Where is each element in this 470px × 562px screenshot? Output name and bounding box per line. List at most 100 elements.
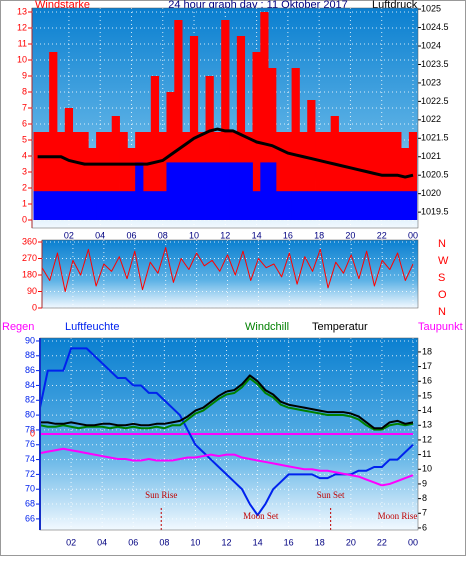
wind-bar [174, 162, 183, 220]
wind-bar [369, 191, 379, 220]
wind-bar [143, 191, 152, 220]
y2-tick-label: 12 [422, 434, 432, 444]
y-tick-label: 11 [18, 38, 27, 48]
x-tick-label: 08 [159, 537, 169, 547]
y2-tick-label: 1020.5 [421, 170, 449, 180]
legend-label: Regen [2, 321, 34, 333]
y2-tick-label: 18 [422, 346, 432, 356]
pressure-axis-label: Luftdruck [372, 0, 418, 11]
wind-bar [244, 162, 253, 220]
wind-bar [291, 191, 300, 220]
annotation: Moon Set [243, 511, 279, 521]
y-tick-label: 70 [25, 484, 35, 494]
wind-bar [135, 162, 144, 220]
wind-bar [56, 132, 66, 220]
wind-bar [275, 191, 285, 220]
y2-tick-label: 1022 [421, 114, 441, 124]
y-tick-label: 2 [22, 182, 27, 192]
x-tick-label: 10 [190, 537, 200, 547]
wind-bar [158, 132, 167, 220]
x-tick-label: 02 [66, 537, 76, 547]
y2-tick-label: 6 [422, 522, 427, 532]
x-tick-label: 22 [377, 230, 387, 240]
wind-bar [322, 132, 332, 220]
y2-tick-label: 1020 [421, 188, 441, 198]
y2-tick-label: 1025 [421, 3, 441, 13]
chart-title: 24 hour graph day : 11 Oktober 2017 [168, 0, 348, 11]
wind-bar [315, 132, 324, 220]
wind-axis-label: Windstarke [35, 0, 90, 11]
wind-bar [127, 148, 136, 220]
wind-bar [307, 191, 316, 220]
wind-bar [49, 52, 58, 220]
series-line [40, 377, 414, 431]
direction-label: W [438, 255, 449, 267]
x-tick-label: 08 [158, 230, 168, 240]
y2-tick-label: 1022.5 [421, 96, 449, 106]
wind-bar [80, 191, 89, 220]
wind-bar [385, 191, 394, 220]
wind-bar [103, 132, 113, 220]
wind-bar [96, 191, 105, 220]
y2-tick-label: 8 [422, 493, 427, 503]
legend-label: Luftfeuchte [65, 321, 119, 333]
wind-bar [346, 191, 355, 220]
x-tick-label: 20 [345, 230, 355, 240]
x-tick-label: 16 [284, 537, 294, 547]
wind-bar [221, 20, 230, 220]
y-tick-label: 90 [25, 335, 35, 345]
wind-bar [401, 148, 410, 220]
wind-bar [33, 191, 42, 220]
y3-tick-label: 0 [30, 428, 35, 438]
series-line [40, 374, 414, 430]
x-tick-label: 14 [253, 537, 263, 547]
y2-tick-label: 16 [422, 376, 432, 386]
wind-bar [315, 191, 324, 220]
wind-bar [49, 191, 58, 220]
wind-bar [64, 108, 74, 220]
wind-bar [338, 132, 347, 220]
direction-label: S [438, 272, 445, 284]
x-tick-label: 10 [189, 230, 199, 240]
y-tick-label: 68 [25, 498, 35, 508]
y-tick-label: 74 [25, 454, 35, 464]
wind-bar [150, 191, 160, 220]
direction-label: N [438, 306, 446, 318]
y-tick-label: 6 [22, 118, 27, 128]
wind-bar [80, 132, 89, 220]
y-tick-label: 12 [17, 22, 27, 32]
y2-tick-label: 1021 [421, 151, 441, 161]
wind-bar [299, 132, 308, 220]
y2-tick-label: 17 [422, 361, 432, 371]
wind-bar [88, 148, 97, 220]
y2-tick-label: 1023.5 [421, 59, 449, 69]
annotation: Moon Rise [378, 511, 418, 521]
y-tick-label: 66 [25, 513, 35, 523]
plot-layer [42, 240, 418, 308]
wind-bar [213, 162, 222, 220]
wind-bar [361, 132, 371, 220]
wind-bar [252, 52, 261, 220]
y2-tick-label: 14 [422, 405, 432, 415]
x-tick-label: 02 [64, 230, 74, 240]
wind-bar [72, 132, 81, 220]
direction-label: N [438, 238, 446, 250]
wind-bar [143, 132, 152, 220]
y-tick-label: 180 [22, 269, 37, 279]
wind-bar [182, 162, 191, 220]
wind-bar [189, 162, 199, 220]
y-tick-label: 80 [25, 409, 35, 419]
wind-bar [346, 132, 355, 220]
y-tick-label: 3 [22, 166, 27, 176]
y-tick-label: 90 [27, 286, 37, 296]
wind-bar [354, 132, 363, 220]
wind-bar [252, 191, 261, 220]
y-tick-label: 10 [17, 54, 27, 64]
y-tick-label: 88 [25, 350, 35, 360]
y-tick-label: 0 [32, 302, 37, 312]
wind-bar [103, 191, 113, 220]
x-tick-label: 22 [377, 537, 387, 547]
y-tick-label: 13 [17, 6, 27, 16]
wind-bar [150, 76, 160, 220]
y2-tick-label: 7 [422, 508, 427, 518]
